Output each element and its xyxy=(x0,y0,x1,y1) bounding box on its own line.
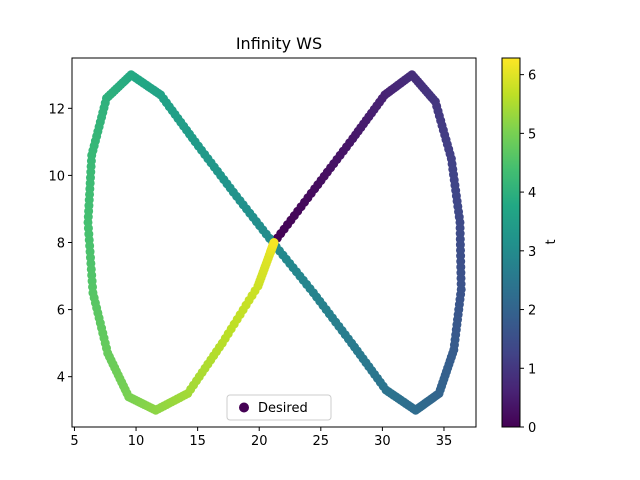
colorbar-tick-label: 3 xyxy=(528,245,536,260)
y-tick-label: 6 xyxy=(57,304,65,319)
colorbar-tick-label: 2 xyxy=(528,304,536,319)
colorbar: 0 1 2 3 4 5 6 t xyxy=(501,57,559,436)
colorbar-tick-label: 6 xyxy=(528,69,536,84)
x-tick-label: 20 xyxy=(251,434,268,449)
colorbar-ticks: 0 1 2 3 4 5 6 xyxy=(520,69,536,436)
colorbar-tick-label: 0 xyxy=(528,421,536,436)
legend-box xyxy=(226,394,332,421)
x-tick-label: 35 xyxy=(436,434,453,449)
y-tick-label: 4 xyxy=(57,371,65,386)
colorbar-tick-label: 4 xyxy=(528,186,536,201)
x-tick-label: 15 xyxy=(189,434,206,449)
y-tick-label: 12 xyxy=(48,102,65,117)
data-point xyxy=(269,238,279,247)
legend-marker xyxy=(239,402,249,413)
colorbar-gradient xyxy=(501,57,521,428)
colorbar-tick-label: 1 xyxy=(528,362,536,377)
plot-area xyxy=(83,70,466,415)
chart-title: Infinity WS xyxy=(236,34,322,53)
legend: Desired xyxy=(226,394,332,421)
x-tick-label: 25 xyxy=(313,434,330,449)
y-tick-label: 8 xyxy=(57,237,65,252)
x-tick-label: 10 xyxy=(128,434,145,449)
x-axis: 5 10 15 20 25 30 35 xyxy=(70,427,452,449)
colorbar-label: t xyxy=(544,239,559,244)
x-tick-label: 30 xyxy=(374,434,391,449)
y-axis: 4 6 8 10 12 xyxy=(48,102,72,386)
y-tick-label: 10 xyxy=(48,169,65,184)
legend-label: Desired xyxy=(258,401,308,416)
colorbar-tick-label: 5 xyxy=(528,127,536,142)
x-tick-label: 5 xyxy=(70,434,78,449)
